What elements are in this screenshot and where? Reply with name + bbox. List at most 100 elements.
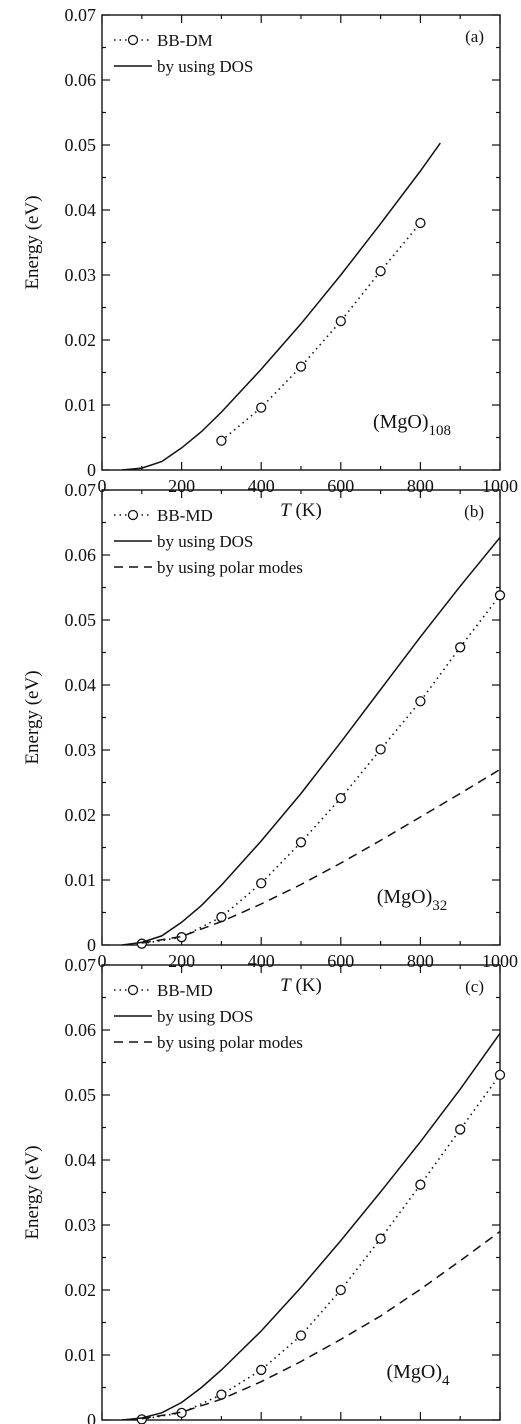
data-point-bb-dm (335, 315, 346, 327)
legend-label-by-using-dos: by using DOS (157, 1007, 253, 1026)
y-tick-label: 0.07 (65, 955, 97, 975)
data-point-bb-md (455, 642, 466, 653)
y-tick-label: 0 (87, 460, 96, 480)
data-point-bb-md (375, 1233, 386, 1244)
y-tick-label: 0.01 (65, 1345, 97, 1365)
legend-label-by-using-polar-modes: by using polar modes (157, 558, 303, 577)
data-point-bb-dm (216, 435, 227, 446)
series-line-bb-md (141, 1074, 500, 1420)
series-line-by-using-dos (121, 537, 500, 945)
data-point-bb-md (335, 1284, 346, 1296)
data-point-bb-dm (415, 217, 426, 229)
x-axis-label-unit: (K) (291, 500, 322, 521)
y-tick-label: 0.05 (65, 135, 97, 155)
data-point-bb-md (295, 837, 307, 848)
data-point-bb-dm (256, 402, 267, 413)
formula-base: (MgO) (373, 411, 429, 433)
x-tick-label: 600 (327, 476, 354, 496)
formula-subscript: 108 (429, 423, 452, 439)
formula-base: (MgO) (377, 886, 433, 908)
x-tick-label: 800 (407, 476, 434, 496)
y-tick-label: 0.03 (65, 265, 97, 285)
legend-marker-bb-dm (127, 34, 139, 46)
x-axis-label-unit: (K) (291, 975, 322, 996)
x-axis-label-italic: T (280, 975, 292, 996)
panel-label: (c) (465, 977, 484, 996)
data-point-bb-dm (295, 361, 307, 372)
y-tick-label: 0.02 (65, 330, 97, 350)
formula-base: (MgO) (386, 1361, 442, 1383)
data-point-bb-md (494, 590, 506, 601)
y-tick-label: 0.01 (65, 870, 97, 890)
series-line-by-using-polar-modes (141, 768, 500, 944)
legend-label-by-using-polar-modes: by using polar modes (157, 1033, 303, 1052)
chart-panel-c: 0200400600800100000.010.020.030.040.050.… (22, 955, 506, 1424)
panel-label: (a) (465, 27, 484, 46)
data-point-bb-md (415, 1179, 426, 1190)
data-point-bb-md (335, 792, 346, 804)
y-tick-label: 0.06 (65, 545, 97, 565)
y-tick-label: 0.06 (65, 70, 97, 90)
y-axis-label: Energy (eV) (22, 1145, 43, 1239)
x-tick-label: 1000 (482, 476, 518, 496)
x-tick-label: 0 (98, 476, 107, 496)
x-tick-label: 400 (248, 951, 275, 971)
y-tick-label: 0.06 (65, 1020, 97, 1040)
panel-label: (b) (464, 502, 484, 521)
x-axis-label: T (K) (280, 500, 322, 521)
y-tick-label: 0.05 (65, 1085, 97, 1105)
y-tick-label: 0.04 (65, 1150, 97, 1170)
x-tick-label: 400 (248, 476, 275, 496)
data-point-bb-dm (375, 265, 386, 277)
formula-subscript: 4 (442, 1373, 450, 1389)
y-tick-label: 0.05 (65, 610, 97, 630)
series-line-bb-dm (220, 222, 422, 442)
plot-frame (101, 14, 501, 471)
x-axis-label: T (K) (280, 975, 322, 996)
data-point-bb-md (415, 696, 426, 707)
legend-label-by-using-dos: by using DOS (157, 532, 253, 551)
x-tick-label: 600 (327, 951, 354, 971)
y-tick-label: 0.07 (65, 480, 97, 500)
x-tick-label: 800 (407, 951, 434, 971)
x-tick-label: 1000 (482, 951, 518, 971)
data-point-bb-md (256, 1364, 267, 1376)
x-tick-label: 200 (168, 476, 195, 496)
series-line-by-using-dos (121, 142, 441, 470)
formula-label: (MgO)4 (386, 1361, 450, 1389)
formula-label: (MgO)32 (377, 886, 448, 914)
legend-label-bb-md: BB-MD (157, 506, 213, 525)
formula-label: (MgO)108 (373, 411, 451, 439)
legend-label-bb-dm: BB-DM (157, 31, 213, 50)
chart-panel-a: 0 200 400 600 800 1000 0 0.01 0.02 0.03 0.04 0.05 0.… (22, 5, 518, 521)
y-tick-label: 0 (87, 1410, 96, 1424)
data-point-bb-md (494, 1069, 506, 1080)
y-tick-label: 0.01 (65, 395, 97, 415)
data-point-bb-md (256, 878, 267, 889)
chart-panel-b: 0 200 400 600 800 1000 0 0.01 0.02 0.03 0.04 0.05 0.… (22, 480, 518, 996)
y-tick-label: 0 (87, 935, 96, 955)
series-line-bb-md (141, 594, 500, 945)
y-tick-label: 0.07 (65, 5, 97, 25)
y-tick-label: 0.02 (65, 805, 97, 825)
data-point-bb-md (216, 1389, 227, 1400)
x-tick-label: 200 (168, 951, 195, 971)
legend-marker-bb-md (127, 984, 139, 996)
y-tick-label: 0.04 (65, 675, 97, 695)
legend-label-by-using-dos: by using DOS (157, 57, 253, 76)
data-point-bb-md (295, 1330, 307, 1341)
y-tick-label: 0.03 (65, 1215, 97, 1235)
legend-label-bb-md: BB-MD (157, 981, 213, 1000)
y-axis-label: Energy (eV) (22, 670, 43, 764)
x-axis-label-italic: T (280, 500, 292, 521)
y-tick-label: 0.02 (65, 1280, 97, 1300)
data-point-bb-md (455, 1124, 466, 1135)
data-point-bb-md (216, 911, 227, 923)
y-tick-label: 0.04 (65, 200, 97, 220)
legend-marker-bb-md (127, 509, 139, 521)
series-line-by-using-dos (121, 1032, 500, 1420)
y-tick-label: 0.03 (65, 740, 97, 760)
data-point-bb-md (375, 744, 386, 755)
data-point-bb-md (136, 1414, 147, 1424)
